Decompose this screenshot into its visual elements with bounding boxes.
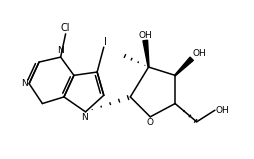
Text: O: O — [147, 118, 154, 127]
Text: I: I — [104, 37, 107, 47]
Text: OH: OH — [216, 106, 230, 115]
Text: OH: OH — [138, 31, 152, 40]
Text: N: N — [81, 113, 88, 122]
Text: OH: OH — [193, 49, 206, 58]
Text: N: N — [22, 79, 28, 88]
Text: Cl: Cl — [61, 23, 70, 33]
Polygon shape — [143, 40, 149, 67]
Polygon shape — [175, 57, 193, 76]
Text: N: N — [58, 46, 64, 55]
